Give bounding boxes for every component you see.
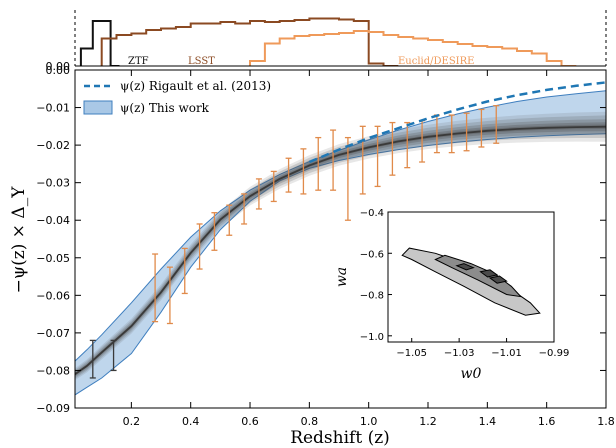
histogram-step: [249, 30, 577, 66]
contour-outer: [401, 247, 541, 316]
inset-x-tick-label: −1.05: [396, 348, 427, 359]
histogram-y-axis: 0.00: [46, 10, 607, 73]
y-tick-label: −0.09: [36, 402, 70, 415]
main-plot-frame: [74, 69, 607, 409]
x-tick-label: 1.0: [360, 415, 378, 428]
y-tick-label: −0.07: [36, 327, 70, 340]
main-plot-area: [75, 81, 606, 396]
x-tick-label: 0.6: [241, 415, 259, 428]
y-tick-label: −0.01: [36, 102, 70, 115]
y-tick-label: −0.03: [36, 177, 70, 190]
inset-y-tick-label: −0.4: [360, 208, 384, 219]
inset-contours: [401, 247, 541, 316]
y-tick-label: 0.00: [46, 64, 71, 77]
x-tick-label: 0.4: [182, 415, 200, 428]
x-tick-label: 0.8: [301, 415, 319, 428]
posterior-layer: [75, 111, 606, 381]
y-tick-label: −0.04: [36, 214, 70, 227]
legend-label-this-work: ψ(z) This work: [120, 101, 210, 115]
main-x-axis: 0.2 0.4 0.6 0.8 1.0 1.2 1.4 1.6 1.8: [123, 70, 615, 428]
error-bars: [89, 105, 500, 379]
histogram-label-ztf: ZTF: [128, 56, 149, 67]
main-plot-panel: 0.2 0.4 0.6 0.8 1.0 1.2 1.4 1.6 1.8 0.00 −0.01 −0.…: [9, 64, 615, 448]
y-tick-label: −0.08: [36, 364, 70, 377]
legend: ψ(z) Rigault et al. (2013) ψ(z) This wor…: [83, 79, 271, 115]
y-tick-label: −0.02: [36, 139, 70, 152]
inset-y-title: wa: [334, 267, 350, 287]
histogram-step: [100, 17, 399, 66]
posterior-curves: [75, 111, 606, 381]
w0-wa-inset: −1.05 −1.03 −1.01 −0.99 −0.4 −0.6 −0.8 −1.0 w0…: [334, 208, 569, 382]
x-tick-label: 0.2: [123, 415, 141, 428]
main-y-axis: 0.00 −0.01 −0.02 −0.03 −0.04 −0.05 −0.06 −0.07 −…: [36, 64, 606, 415]
histogram-series: [79, 17, 577, 66]
y-tick-label: −0.05: [36, 252, 70, 265]
histogram-label-lsst: LSST: [188, 56, 215, 67]
inset-y-axis: −0.4 −0.6 −0.8 −1.0: [360, 208, 392, 343]
x-tick-label: 1.2: [419, 415, 437, 428]
this-work-band-fill: [75, 90, 606, 395]
inset-x-axis: −1.05 −1.03 −1.01 −0.99: [396, 338, 569, 359]
contour-inner: [479, 269, 499, 278]
this-work-band-lower-edge: [75, 133, 606, 396]
redshift-histogram-panel: 0.00 ZTF LSST Euclid/DESIRE: [46, 10, 607, 73]
rigault-curve: [308, 81, 606, 164]
inset-y-tick-label: −1.0: [360, 332, 384, 343]
y-axis-title: −ψ(z) × Δ_Y: [9, 186, 29, 294]
x-axis-title: Redshift (z): [290, 428, 390, 448]
inset-y-tick-label: −0.8: [360, 291, 384, 302]
rigault-dashed-line: [308, 81, 606, 164]
inset-x-tick-label: −1.03: [444, 348, 475, 359]
y-tick-label: −0.06: [36, 289, 70, 302]
inset-x-title: w0: [461, 366, 482, 382]
contour-inner: [455, 263, 475, 271]
inset-frame: [387, 211, 555, 343]
x-tick-label: 1.6: [538, 415, 556, 428]
legend-marker-this-work: [83, 100, 113, 115]
inset-x-tick-label: −1.01: [491, 348, 522, 359]
histogram-step: [79, 20, 120, 66]
histogram-y-tick-label: 0.00: [46, 60, 71, 73]
x-tick-label: 1.4: [479, 415, 497, 428]
contour-inner: [488, 275, 508, 284]
inset-y-tick-label: −0.6: [360, 249, 384, 260]
histogram-label-euclid: Euclid/DESIRE: [398, 56, 474, 67]
x-tick-label: 1.8: [597, 415, 615, 428]
posterior-median-curve: [75, 125, 606, 375]
inset-x-tick-label: −0.99: [539, 348, 570, 359]
legend-label-rigault: ψ(z) Rigault et al. (2013): [120, 79, 271, 93]
